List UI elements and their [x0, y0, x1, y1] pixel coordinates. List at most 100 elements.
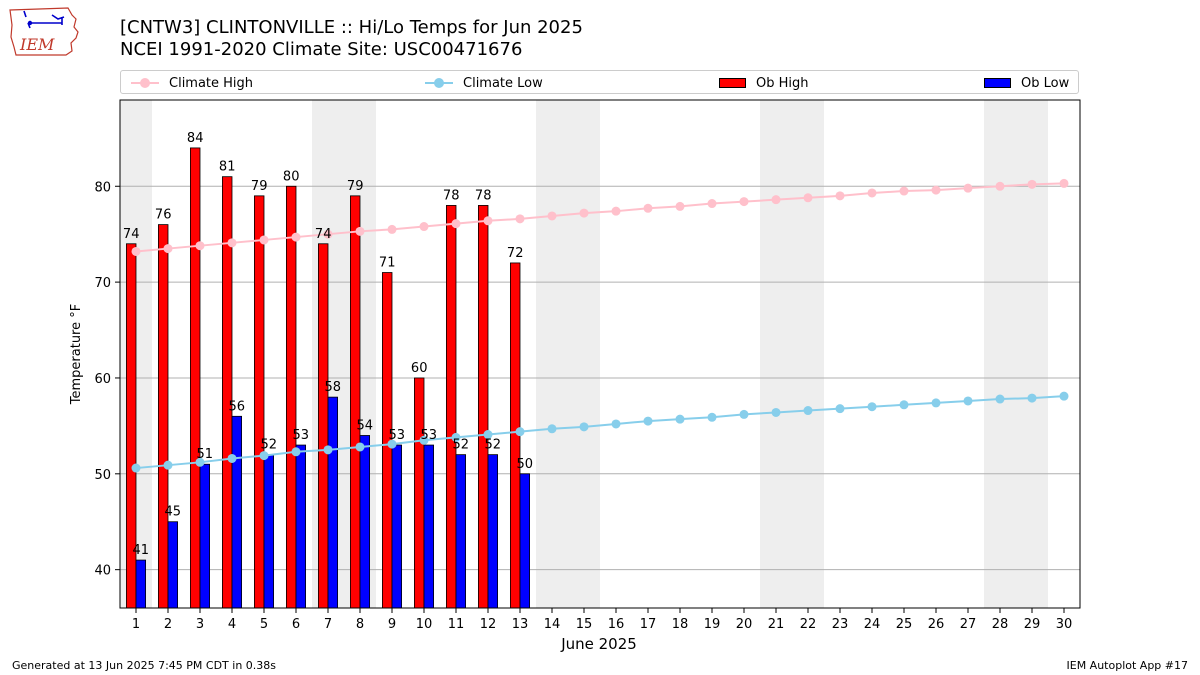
chart-subtitle: NCEI 1991-2020 Climate Site: USC00471676 [120, 39, 523, 60]
climate-high-point [579, 208, 589, 218]
ob-high-bar-label: 78 [443, 188, 460, 203]
ob-low-bar-label: 52 [485, 438, 502, 453]
legend-label: Climate Low [463, 75, 543, 91]
climate-low-point [195, 457, 205, 467]
climate-low-point [931, 398, 941, 408]
ob-low-bar [423, 444, 435, 609]
climate-low-point [707, 412, 717, 422]
climate-high-point [899, 186, 909, 196]
ob-high-bar-label: 71 [379, 256, 396, 271]
weekend-shade [760, 100, 792, 608]
ob-high-bar [285, 185, 297, 609]
y-tick-label: 70 [94, 276, 111, 291]
ob-high-bar-label: 80 [283, 169, 300, 184]
climate-high-point [419, 222, 429, 232]
y-tick-label: 60 [94, 372, 111, 387]
app-credit: IEM Autoplot App #17 [1066, 659, 1189, 672]
climate-low-point [291, 447, 301, 457]
ob-high-bar-label: 78 [475, 188, 492, 203]
climate-low-point [739, 409, 749, 419]
y-axis-label: Temperature °F [69, 304, 84, 405]
ob-high-bar-label: 76 [155, 208, 172, 223]
climate-low-point [323, 445, 333, 455]
climate-low-point [1027, 393, 1037, 403]
x-tick-label: 22 [800, 617, 817, 632]
ob-high-bar [413, 377, 425, 609]
climate-low-point [803, 406, 813, 416]
climate-low-point [579, 422, 589, 432]
climate-high-point [771, 195, 781, 205]
climate-high-point [835, 191, 845, 201]
x-tick-label: 19 [704, 617, 721, 632]
climate-low-point [451, 432, 461, 442]
climate-low-point [643, 416, 653, 426]
x-tick-label: 15 [576, 617, 593, 632]
x-tick-label: 11 [448, 617, 465, 632]
x-tick-label: 20 [736, 617, 753, 632]
ob-high-bar-label: 74 [123, 227, 140, 242]
climate-low-point [963, 396, 973, 406]
x-tick-label: 14 [544, 617, 561, 632]
ob-high-bar [157, 224, 169, 609]
x-tick-label: 8 [356, 617, 364, 632]
weekend-shade [792, 100, 824, 608]
ob-high-bar-label: 79 [347, 179, 364, 194]
weekend-shade [984, 100, 1016, 608]
ob-high-bar-label: 72 [507, 246, 524, 261]
weekend-shade [536, 100, 568, 608]
x-tick-label: 6 [292, 617, 300, 632]
climate-high-point [291, 232, 301, 242]
x-tick-label: 13 [512, 617, 529, 632]
climate-low-point [227, 453, 237, 463]
ob-low-bar [327, 396, 339, 609]
legend: Climate High Climate Low Ob High Ob Low [120, 70, 1079, 94]
climate-high-point [643, 203, 653, 213]
x-tick-label: 30 [1056, 617, 1073, 632]
climate-high-point [707, 199, 717, 209]
climate-low-point [131, 463, 141, 473]
ob-high-bar [253, 195, 265, 609]
x-tick-label: 26 [928, 617, 945, 632]
climate-high-point [1027, 179, 1037, 189]
x-tick-label: 12 [480, 617, 497, 632]
climate-high-point [803, 193, 813, 203]
climate-low-point [611, 419, 621, 429]
climate-high-line [135, 182, 1065, 253]
ob-low-bar-label: 52 [453, 438, 470, 453]
climate-high-point [355, 226, 365, 236]
legend-ob-high: Ob High [719, 74, 809, 92]
legend-label: Ob Low [1021, 75, 1070, 91]
ob-low-bar-label: 50 [517, 457, 534, 472]
climate-high-point [163, 244, 173, 254]
x-tick-label: 7 [324, 617, 332, 632]
climate-high-point [963, 183, 973, 193]
ob-high-bar [477, 205, 489, 609]
x-tick-label: 10 [416, 617, 433, 632]
ob-low-bar [135, 559, 147, 609]
x-tick-label: 27 [960, 617, 977, 632]
legend-climate-high: Climate High [131, 74, 253, 92]
climate-high-point [675, 201, 685, 211]
climate-low-point [867, 402, 877, 412]
ob-low-bar [295, 444, 307, 609]
ob-low-bar [263, 454, 275, 609]
climate-low-point [483, 430, 493, 440]
y-tick-label: 80 [94, 180, 111, 195]
ob-high-bar-label: 84 [187, 131, 204, 146]
weekend-shade [568, 100, 600, 608]
climate-low-point [995, 394, 1005, 404]
climate-high-point [387, 224, 397, 234]
climate-low-point [515, 427, 525, 437]
ob-high-bar-label: 74 [315, 227, 332, 242]
climate-high-point [131, 246, 141, 256]
climate-low-point [387, 439, 397, 449]
climate-high-point [483, 216, 493, 226]
legend-label: Ob High [756, 75, 809, 91]
x-tick-label: 3 [196, 617, 204, 632]
ob-low-bar-label: 41 [133, 543, 150, 558]
logo-text: IEM [19, 35, 55, 54]
ob-high-bar [189, 147, 201, 609]
ob-low-bar [391, 444, 403, 609]
climate-low-point [419, 435, 429, 445]
